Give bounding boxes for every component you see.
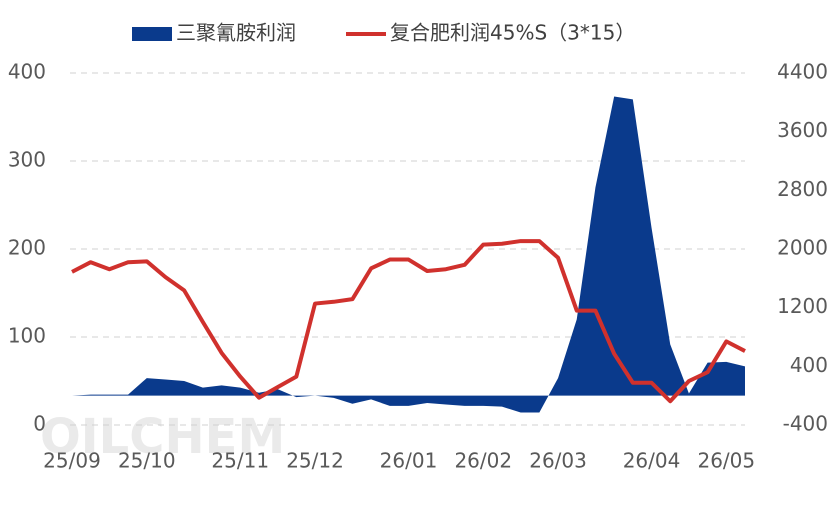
legend-label: 复合肥利润45%S（3*15） xyxy=(390,21,635,45)
y2-tick-label: 3600 xyxy=(777,118,828,142)
x-tick-label: 25/11 xyxy=(211,449,269,473)
y-tick-label: 100 xyxy=(8,324,46,348)
x-tick-label: 26/01 xyxy=(380,449,438,473)
x-tick-label: 25/12 xyxy=(286,449,344,473)
y2-tick-label: 2800 xyxy=(777,177,828,201)
x-tick-label: 26/04 xyxy=(623,449,681,473)
y2-tick-label: 400 xyxy=(790,353,828,377)
legend-swatch xyxy=(132,27,172,41)
area xyxy=(72,96,745,413)
y-tick-label: 200 xyxy=(8,236,46,260)
y2-tick-label: 4400 xyxy=(777,60,828,84)
x-tick-label: 25/09 xyxy=(43,449,101,473)
y-tick-label: 300 xyxy=(8,148,46,172)
y2-tick-label: -400 xyxy=(783,412,828,436)
y-tick-label: 400 xyxy=(8,60,46,84)
x-tick-label: 26/03 xyxy=(529,449,587,473)
x-tick-label: 25/10 xyxy=(118,449,176,473)
y2-tick-label: 2000 xyxy=(777,236,828,260)
line xyxy=(71,239,746,404)
y-tick-label: 0 xyxy=(33,412,46,436)
x-tick-label: 26/02 xyxy=(454,449,512,473)
y2-tick-label: 1200 xyxy=(777,294,828,318)
watermark: OILCHEM xyxy=(40,409,285,465)
legend-label: 三聚氰胺利润 xyxy=(176,21,296,45)
x-tick-label: 26/05 xyxy=(697,449,755,473)
